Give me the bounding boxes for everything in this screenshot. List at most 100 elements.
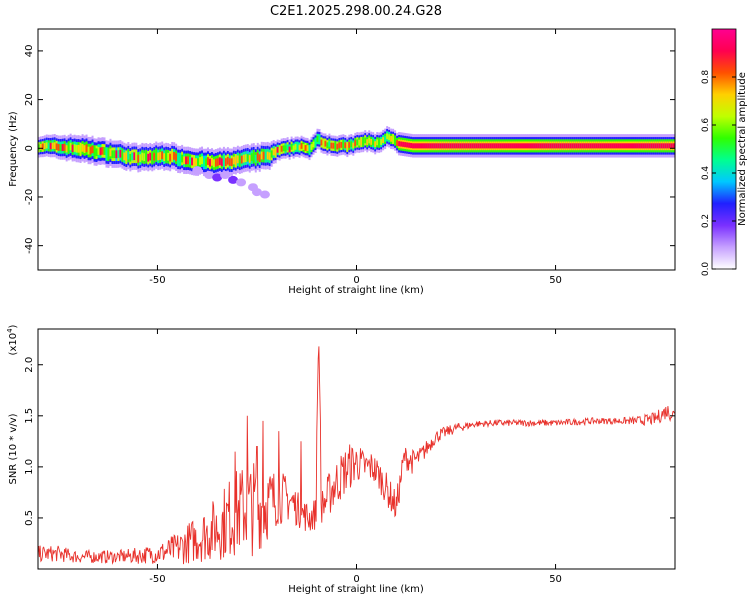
spectrogram-cell [248, 155, 252, 163]
spectrogram-cell [95, 148, 98, 157]
spectrogram-cell [457, 143, 461, 149]
spectrogram-cell [191, 157, 194, 166]
spectrogram-cell [97, 147, 100, 155]
spectrogram-cell [531, 143, 534, 149]
spectrogram-cell [177, 155, 180, 164]
spectrogram-cell [640, 143, 644, 149]
spectrogram-cell [328, 140, 331, 147]
spectrogram-cell [53, 142, 57, 149]
spectrogram-cell [39, 143, 43, 150]
spectrogram-cell [541, 143, 544, 149]
spectrogram-cell [431, 143, 435, 149]
spectrogram-cell [513, 143, 516, 149]
spectrogram-cell [421, 143, 425, 149]
spectrogram-cell [222, 156, 226, 165]
spectrogram-cell [123, 152, 126, 161]
spectrogram-cell [208, 158, 212, 167]
spectrogram-cell [664, 143, 668, 149]
spectrogram-cell [650, 143, 654, 149]
spectrogram-cell [638, 143, 642, 149]
spectrogram-cell [414, 143, 417, 149]
spectrogram-cell [553, 143, 556, 149]
spectrogram-cell [356, 139, 359, 146]
spectrogram-cell [557, 143, 560, 149]
spectrogram-xtick-label: -50 [149, 275, 165, 286]
spectrogram-cell [364, 137, 367, 144]
colorbar-frame [711, 28, 737, 270]
spectrogram-cell [169, 153, 172, 162]
spectrogram-cell [435, 143, 439, 149]
spectrogram-cell [264, 152, 268, 160]
spectrogram-cell [565, 143, 568, 149]
spectrogram-cell [149, 152, 152, 161]
spectrogram-cell [294, 143, 297, 150]
spectrogram-cell [212, 159, 216, 168]
snr-ytick-label: 1.5 [24, 408, 35, 424]
spectrogram-cell [374, 141, 377, 148]
spectrogram-cell [205, 158, 208, 167]
spectrogram-cell [171, 151, 174, 160]
spectrogram-cell [157, 152, 160, 161]
spectrogram-cell [386, 133, 389, 140]
spectrogram-cell [469, 143, 473, 149]
spectrogram-cell [199, 157, 202, 165]
spectrogram-cell [105, 150, 108, 158]
spectrogram-cell [527, 143, 530, 149]
spectrogram-cell [621, 143, 624, 149]
spectrogram-cell [601, 143, 604, 149]
spectrogram-panel: -50 0 50 -40 -20 0 20 40 Height of straight lin… [8, 28, 676, 296]
spectrogram-cell [579, 143, 582, 149]
spectrogram-cell [250, 153, 254, 162]
spectrogram-cell [41, 143, 45, 150]
spectrogram-cell [244, 154, 248, 163]
spectrogram-cell [314, 139, 317, 146]
spectrogram-cell [67, 143, 71, 152]
spectrogram-cell [537, 143, 540, 149]
spectrogram-cell [89, 146, 92, 155]
spectrogram-cell [380, 139, 383, 145]
spectrogram-cell [648, 143, 652, 149]
spectrogram-cell [63, 143, 67, 151]
spectrogram-cell [38, 144, 41, 151]
snr-ytick-label: 0.5 [24, 510, 35, 526]
spectrogram-cell [427, 143, 431, 149]
spectrogram-cell [254, 154, 258, 163]
snr-xlabel: Height of straight line (km) [288, 584, 424, 595]
spectrogram-blob [327, 234, 338, 243]
spectrogram-cell [47, 142, 51, 150]
spectrogram-cell [398, 141, 401, 147]
spectrogram-cell [396, 140, 399, 146]
spectrogram-cell [214, 158, 218, 167]
spectrogram-cell [632, 143, 636, 149]
spectrogram-cell [467, 143, 471, 149]
spectrogram-cell [115, 150, 118, 159]
spectrogram-cell [404, 142, 407, 148]
spectrogram-cell [455, 143, 459, 149]
spectrogram-blob [204, 171, 215, 180]
spectrogram-cell [563, 143, 566, 149]
spectrogram-cell [519, 143, 522, 149]
spectrogram-cell [366, 139, 369, 146]
spectrogram-cell [549, 143, 552, 149]
spectrogram-cell [670, 143, 674, 149]
spectrogram-cell [330, 142, 333, 149]
spectrogram-cell [187, 156, 190, 165]
spectrogram-cell [477, 143, 481, 149]
spectrogram-cell [185, 156, 188, 165]
spectrogram-cell [300, 143, 303, 149]
spectrogram-cell [463, 143, 467, 149]
spectrogram-cell [605, 143, 608, 149]
spectrogram-cell [642, 143, 646, 149]
spectrogram-cell [75, 144, 79, 153]
spectrogram-cell [155, 151, 158, 160]
spectrogram-cell [362, 139, 365, 145]
spectrogram-blob [251, 188, 262, 197]
snr-xtick-label: 0 [353, 574, 359, 585]
spectrogram-blob [192, 166, 203, 175]
spectrogram-cell [322, 140, 325, 147]
spectrogram-cell [473, 143, 477, 149]
spectrogram-cell [587, 143, 590, 149]
spectrogram-cell [228, 158, 232, 167]
spectrogram-cell [475, 143, 479, 149]
